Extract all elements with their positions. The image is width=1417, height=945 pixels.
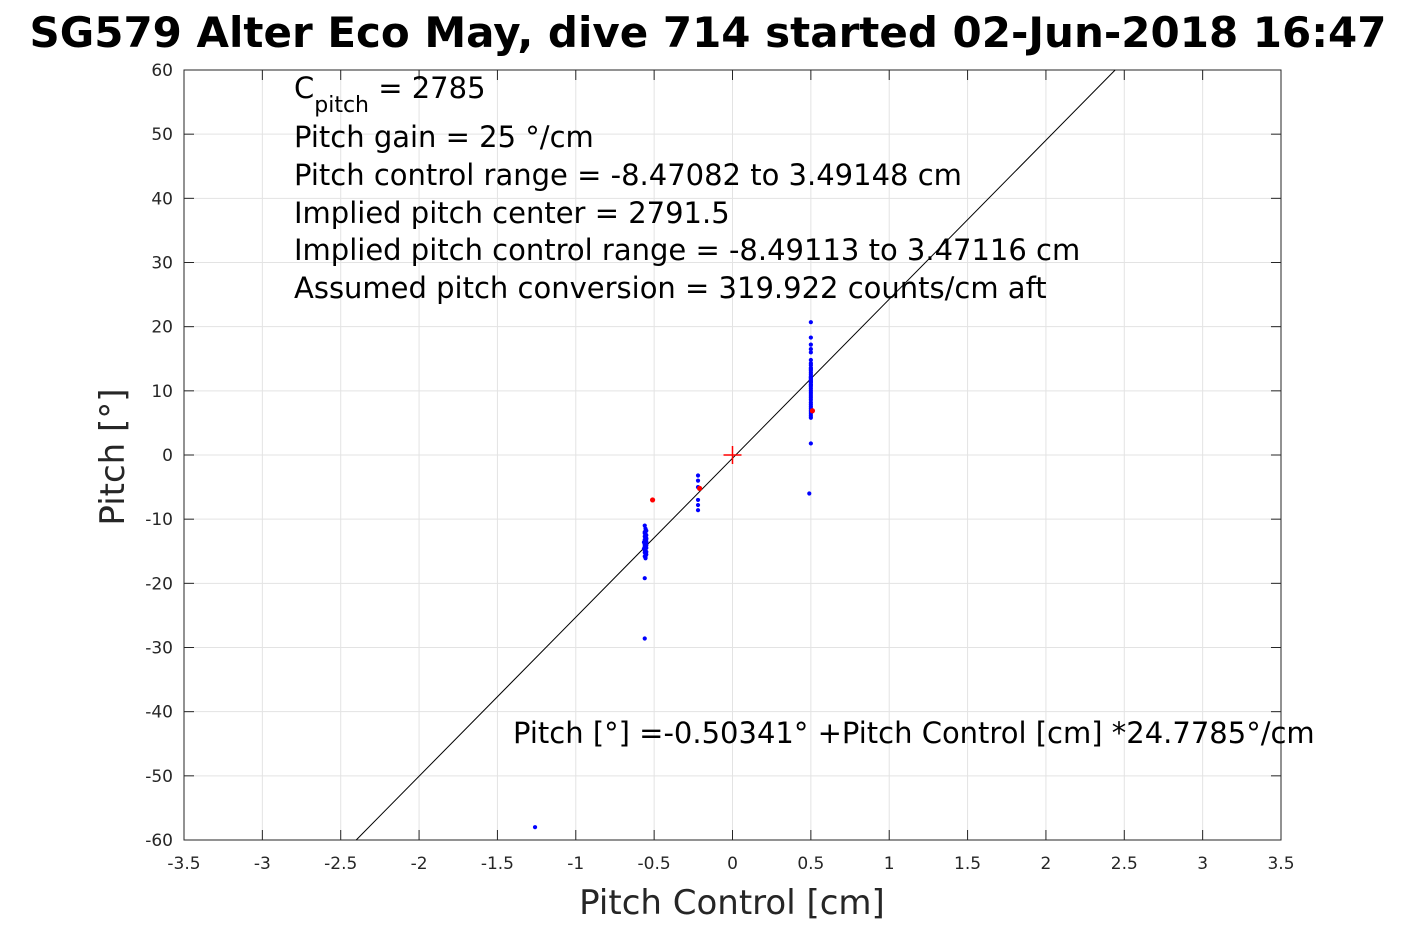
x-tick-label: 2 — [1041, 854, 1052, 874]
y-tick-label: -30 — [145, 639, 173, 659]
blue-data-point — [808, 320, 813, 325]
blue-data-point — [642, 531, 647, 536]
cpitch-symbol: C — [294, 71, 314, 105]
info-annotation: Cpitch = 2785 Pitch gain = 25 °/cm Pitch… — [294, 71, 1080, 305]
annotation-line: Implied pitch control range = -8.49113 t… — [294, 233, 1080, 267]
blue-data-point — [808, 441, 813, 446]
y-tick-labels: 60 50 40 30 20 10 0 -10 -20 -30 -40 -50 -60 — [145, 61, 173, 851]
x-tick-label: 1.5 — [954, 854, 981, 874]
blue-data-point — [808, 375, 813, 380]
blue-data-point — [808, 350, 813, 355]
blue-data-point — [807, 491, 812, 496]
y-tick-label: 40 — [151, 189, 173, 209]
x-tick-label: 0 — [727, 854, 738, 874]
x-tick-label: 3 — [1197, 854, 1208, 874]
blue-data-point — [808, 379, 813, 384]
blue-data-point — [695, 497, 701, 503]
x-tick-label: -0.5 — [638, 854, 671, 874]
x-tick-label: -2.5 — [324, 854, 357, 874]
blue-data-point — [644, 536, 649, 542]
blue-data-point — [695, 478, 701, 483]
annotation-line: Assumed pitch conversion = 319.922 count… — [294, 271, 1047, 305]
blue-data-point — [642, 523, 647, 528]
x-tick-label: 1 — [884, 854, 895, 874]
data-points — [532, 320, 816, 830]
fit-equation: Pitch [°] =-0.50341° +Pitch Control [cm]… — [513, 716, 1315, 750]
y-tick-label: 30 — [151, 254, 173, 274]
y-tick-label: 20 — [151, 318, 173, 338]
x-tick-label: 3.5 — [1267, 854, 1294, 874]
cpitch-annotation: Cpitch = 2785 — [294, 71, 486, 118]
annotation-line: Implied pitch center = 2791.5 — [294, 196, 730, 230]
blue-data-point — [808, 382, 813, 388]
axis-ticks — [183, 69, 1282, 841]
x-tick-label: -3.5 — [167, 854, 200, 874]
cpitch-value: = 2785 — [369, 71, 486, 105]
blue-data-point — [808, 335, 813, 340]
blue-data-point — [695, 502, 701, 508]
x-tick-label: -2 — [411, 854, 428, 874]
x-tick-label: 2.5 — [1111, 854, 1138, 874]
y-tick-label: -20 — [145, 574, 173, 594]
blue-data-point — [808, 415, 813, 420]
y-tick-label: 60 — [151, 61, 173, 81]
blue-data-point — [642, 636, 647, 641]
blue-data-point — [808, 357, 813, 363]
y-tick-label: -50 — [145, 767, 173, 787]
x-tick-labels: -3.5 -3 -2.5 -2 -1.5 -1 -0.5 0 0.5 1 1.5 2 2.5 3 3.5 — [167, 854, 1294, 874]
y-axis-label: Pitch [°] — [93, 388, 133, 525]
blue-data-point — [695, 508, 701, 513]
x-tick-label: -1.5 — [481, 854, 514, 874]
blue-data-point — [695, 473, 701, 478]
y-tick-label: -40 — [145, 703, 173, 723]
red-data-point — [696, 485, 703, 491]
blue-data-point — [643, 554, 648, 560]
y-tick-label: 10 — [151, 382, 173, 402]
grid-lines — [183, 69, 1282, 841]
x-axis-label: Pitch Control [cm] — [579, 883, 885, 923]
x-tick-label: -3 — [254, 854, 271, 874]
annotation-line: Pitch gain = 25 °/cm — [294, 120, 594, 154]
x-tick-label: 0.5 — [797, 854, 824, 874]
center-plus-marker — [723, 446, 742, 464]
blue-data-point — [532, 825, 538, 830]
y-tick-label: -10 — [145, 510, 173, 530]
blue-data-point — [644, 540, 649, 546]
y-tick-label: 0 — [162, 446, 173, 466]
blue-data-point — [642, 576, 647, 581]
chart-title: SG579 Alter Eco May, dive 714 started 02… — [30, 8, 1387, 57]
x-tick-label: -1 — [567, 854, 584, 874]
annotation-line: Pitch control range = -8.47082 to 3.4914… — [294, 158, 962, 192]
plot-content — [355, 69, 1116, 841]
blue-data-point — [808, 347, 813, 352]
blue-data-point — [808, 342, 813, 347]
red-data-point — [649, 497, 656, 503]
y-tick-label: 50 — [151, 125, 173, 145]
blue-data-point — [808, 366, 813, 372]
cpitch-subscript: pitch — [314, 93, 369, 118]
blue-data-point — [643, 544, 648, 549]
red-data-point — [809, 408, 816, 414]
y-tick-label: -60 — [145, 831, 173, 851]
